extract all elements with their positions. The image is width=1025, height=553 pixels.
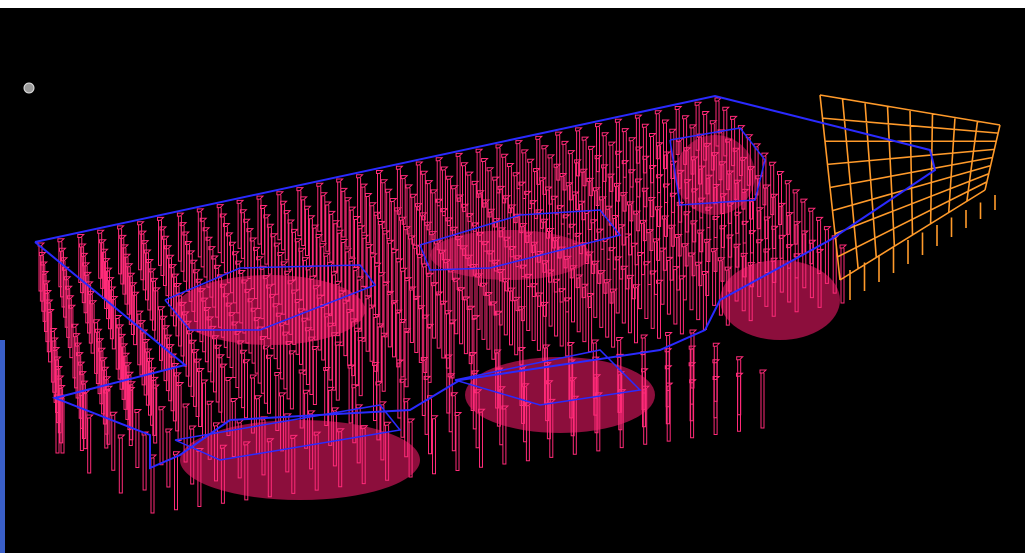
view-indicator	[24, 83, 34, 93]
page: (() => { // Layout-only drawing: piles a…	[0, 0, 1025, 553]
pile-cluster	[465, 357, 655, 433]
side-panel-edge	[0, 340, 5, 553]
cad-viewport	[0, 8, 1025, 553]
